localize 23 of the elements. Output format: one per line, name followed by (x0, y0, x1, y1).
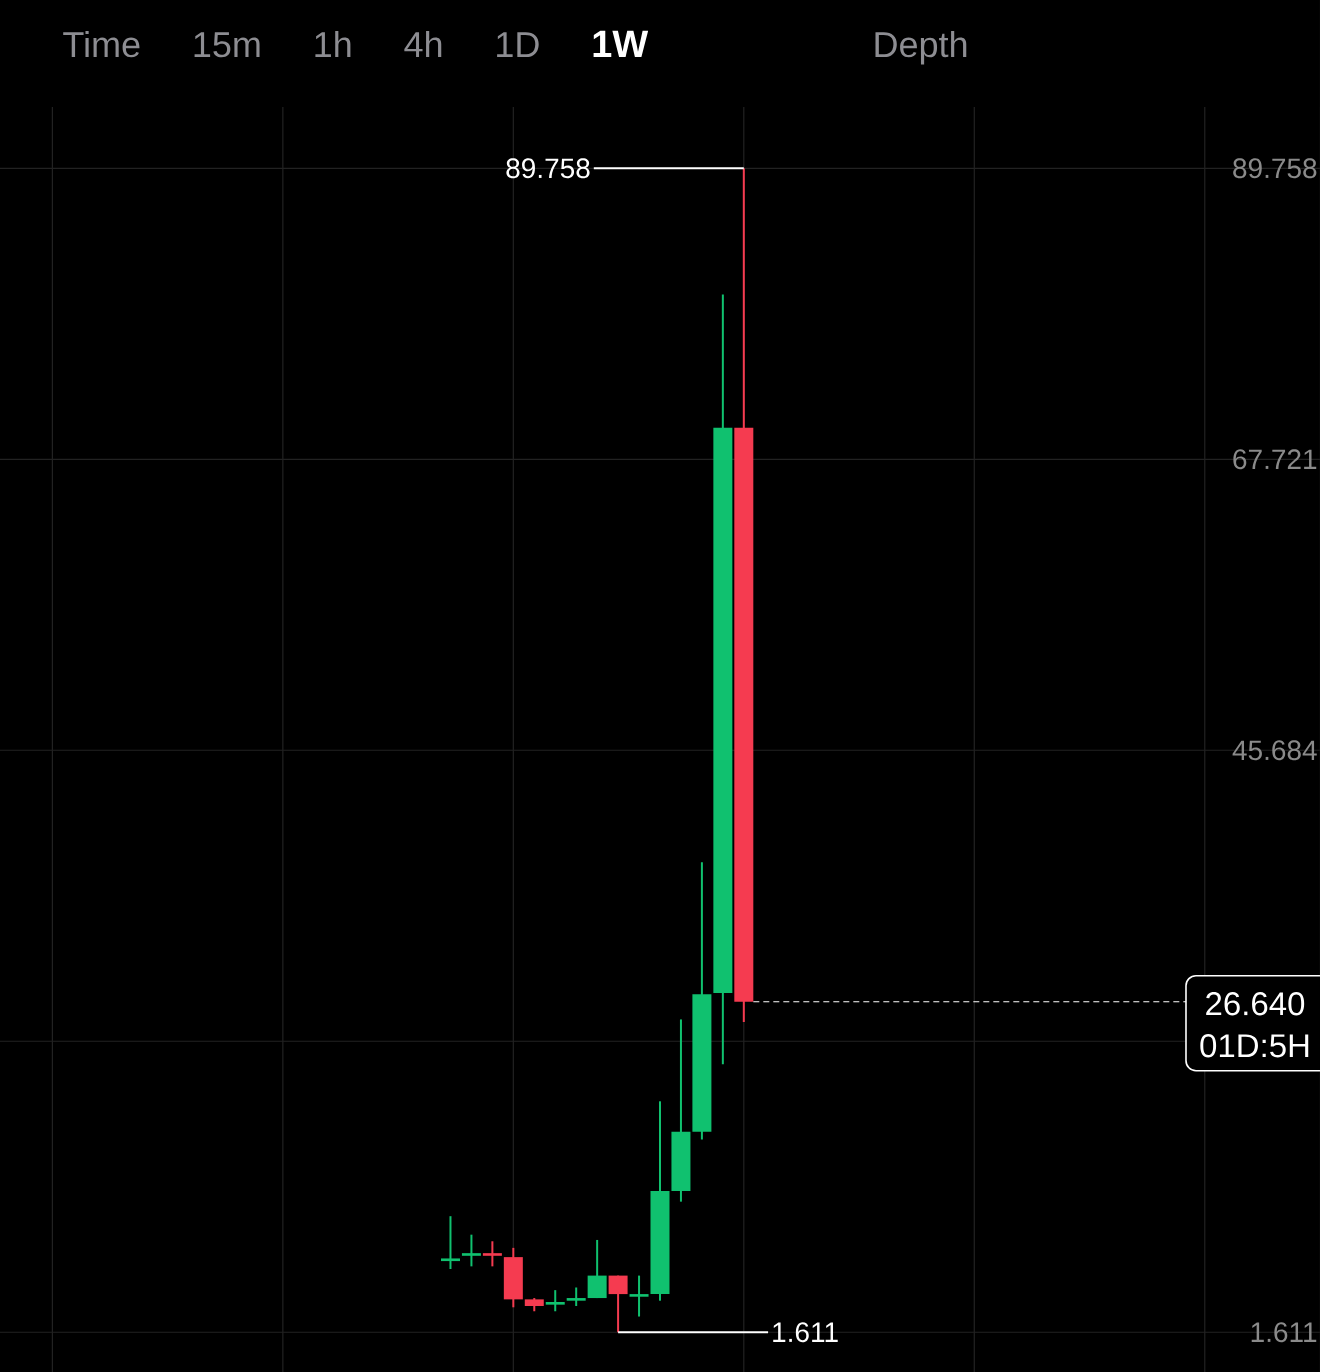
ref-line-label: 26.640 (1206, 992, 1305, 1016)
text: Time (63, 30, 140, 58)
annotation: 1.611 (773, 1322, 838, 1343)
annotation: 01D:5H (1200, 1034, 1309, 1058)
y-tick-label: 89.758 (1233, 158, 1317, 179)
candlestick (545, 1289, 565, 1313)
text: 4h (404, 30, 442, 57)
text: 15m (194, 32, 260, 58)
annotation: 89.758 (506, 158, 590, 179)
candlestick (566, 1286, 586, 1307)
candlestick (587, 1238, 607, 1300)
y-tick-label: 45.684 (1232, 740, 1317, 761)
y-tick-label: 67.721 (1233, 449, 1317, 470)
candlestick (608, 1274, 628, 1334)
candlestick (629, 1274, 649, 1318)
text: 1h (315, 30, 351, 57)
candlestick (461, 1233, 481, 1268)
candlestick (440, 1215, 460, 1270)
y-tick-label: 1.611 (1251, 1322, 1317, 1343)
text: Depth (875, 30, 967, 65)
candlestick (482, 1240, 502, 1268)
text: 1W (593, 30, 649, 57)
text: 1D (497, 32, 539, 57)
